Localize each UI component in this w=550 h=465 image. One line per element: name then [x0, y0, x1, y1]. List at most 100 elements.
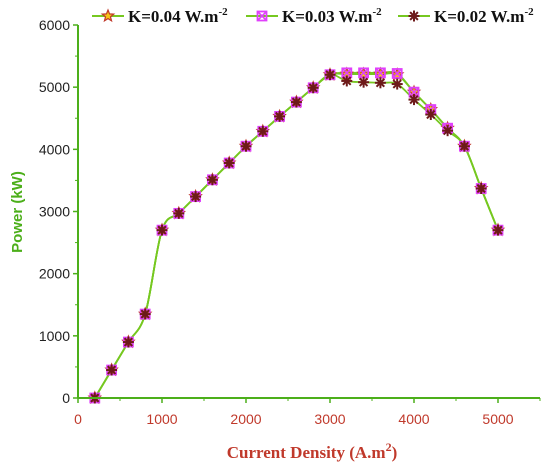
marker-s2-p17-diag2	[375, 67, 386, 78]
marker-s3-p9	[240, 140, 252, 152]
x-axis-label-sup: 2	[386, 440, 392, 454]
marker-s3-p15-stroke-3	[342, 76, 352, 86]
marker-s3-p18-stroke-3	[392, 79, 402, 89]
legend-marker-3-glyph	[408, 10, 420, 22]
series-lines	[94, 71, 499, 399]
marker-s3-p3	[139, 308, 151, 320]
marker-s3-p16-stroke-3	[359, 77, 369, 87]
legend-marker-star	[100, 8, 116, 23]
marker-s3-p2	[122, 336, 134, 348]
legend-entry-2: K=0.03 W.m-2	[246, 6, 382, 26]
marker-s3-p13-stroke-3	[308, 83, 318, 93]
marker-s3-p12-stroke-3	[291, 97, 301, 107]
y-tick-label-1: 1000	[39, 328, 70, 344]
legend: K=0.04 W.m-2 K=0.03 W.m-2 K=0.02 W.m-2	[92, 6, 534, 26]
legend-marker-asterisk	[408, 10, 420, 22]
marker-s3-p23	[475, 182, 487, 194]
marker-s3-p21	[442, 125, 454, 137]
x-tick-label-5: 5000	[482, 411, 513, 427]
series-markers	[87, 66, 506, 405]
legend-marker-square-x	[256, 10, 268, 22]
legend-label-3: K=0.02 W.m-2	[434, 6, 534, 26]
marker-s3-p16	[358, 76, 370, 88]
y-tick-label-2: 2000	[39, 266, 70, 282]
marker-s3-p20	[425, 109, 437, 121]
x-tick-label-4: 4000	[398, 411, 429, 427]
marker-s3-p4-stroke-3	[157, 225, 167, 235]
marker-s3-p1-stroke-3	[107, 365, 117, 375]
y-tick-label-4: 4000	[39, 141, 70, 157]
marker-s3-p23-stroke-3	[476, 183, 486, 194]
marker-s3-p9-stroke-3	[241, 141, 251, 151]
legend-marker-1-glyph	[100, 8, 116, 23]
marker-s3-p8	[223, 157, 235, 169]
y-tick-label-0: 0	[62, 390, 70, 406]
marker-s3-p7	[206, 174, 218, 186]
marker-s3-p21-stroke-3	[443, 126, 453, 136]
x-axis-label-end: )	[392, 443, 398, 462]
marker-s3-p22-stroke-3	[459, 141, 469, 151]
x-tick-label-1: 1000	[146, 411, 177, 427]
marker-s3-p24	[492, 224, 504, 236]
marker-s3-p5	[173, 207, 185, 219]
y-tick-label-5: 5000	[39, 79, 70, 95]
legend-label-2-main: K=0.03 W.m	[282, 7, 372, 26]
marker-s3-p10	[257, 125, 269, 137]
marker-s3-p10-stroke-3	[258, 126, 268, 136]
x-tick-label-3: 3000	[314, 411, 345, 427]
marker-s2-p18	[391, 68, 403, 79]
marker-s3-p19-stroke-3	[409, 95, 419, 105]
marker-s3-p7-stroke-3	[207, 175, 217, 185]
marker-s2-p19	[408, 86, 420, 98]
marker-s3-p12	[290, 96, 302, 108]
marker-s3-p14	[324, 69, 336, 81]
legend-entry-1: K=0.04 W.m-2	[92, 6, 228, 26]
x-axis-label: Current Density (A.m2)	[227, 440, 397, 462]
marker-s2-p18-box	[391, 68, 403, 79]
marker-s3-p22	[458, 140, 470, 152]
marker-s3-p6-stroke-3	[191, 191, 201, 202]
legend-label-1-main: K=0.04 W.m	[128, 7, 218, 26]
legend-label-3-main: K=0.02 W.m	[434, 7, 524, 26]
legend-label-3-sup: -2	[524, 6, 534, 18]
legend-marker-2-glyph-diag2	[256, 10, 268, 22]
marker-s3-p13	[307, 82, 319, 94]
marker-s3-p4	[156, 224, 168, 236]
marker-s3-p15	[341, 75, 353, 87]
x-tick-label-0: 0	[74, 411, 82, 427]
legend-label-2-sup: -2	[372, 6, 382, 18]
marker-s3-p14-stroke-3	[325, 70, 335, 80]
marker-s3-p3-stroke-3	[140, 309, 150, 319]
marker-s3-p8-stroke-3	[224, 158, 234, 168]
y-tick-label-6: 6000	[39, 17, 70, 33]
legend-entry-3: K=0.02 W.m-2	[398, 6, 534, 26]
axes	[73, 24, 541, 403]
marker-s3-p11-stroke-3	[275, 111, 285, 121]
legend-label-2: K=0.03 W.m-2	[282, 6, 382, 26]
y-tick-label-3: 3000	[39, 204, 70, 220]
marker-s2-p18-diag2	[392, 68, 403, 79]
legend-marker-3-glyph-stroke-3	[409, 11, 419, 21]
marker-s3-p5-stroke-3	[174, 208, 184, 218]
legend-label-1-sup: -2	[218, 6, 228, 18]
marker-s2-p15-diag2	[341, 67, 352, 78]
marker-s3-p2-stroke-3	[123, 337, 133, 347]
marker-s3-p19	[408, 94, 420, 106]
x-axis-label-main: Current Density (A.m	[227, 443, 386, 462]
marker-s2-p16-diag2	[358, 67, 369, 78]
marker-s3-p1	[106, 364, 118, 376]
series-line-3	[94, 73, 499, 399]
marker-s3-p17	[374, 77, 386, 89]
marker-s3-p24-stroke-3	[493, 225, 503, 235]
marker-s3-p17-stroke-3	[375, 78, 385, 88]
legend-marker-2-glyph	[256, 10, 268, 22]
legend-label-1: K=0.04 W.m-2	[128, 6, 228, 26]
legend-marker-2-glyph-box	[256, 10, 268, 22]
y-axis-label: Power (kW)	[9, 171, 26, 253]
marker-s3-p11	[274, 110, 286, 122]
legend-marker-1-glyph-shape	[100, 8, 116, 23]
marker-s3-p18	[391, 78, 403, 90]
tick-labels: 0 1000 2000 3000 4000 5000 6000 0 1000 2000 3000 40…	[39, 17, 514, 427]
x-tick-label-2: 2000	[230, 411, 261, 427]
